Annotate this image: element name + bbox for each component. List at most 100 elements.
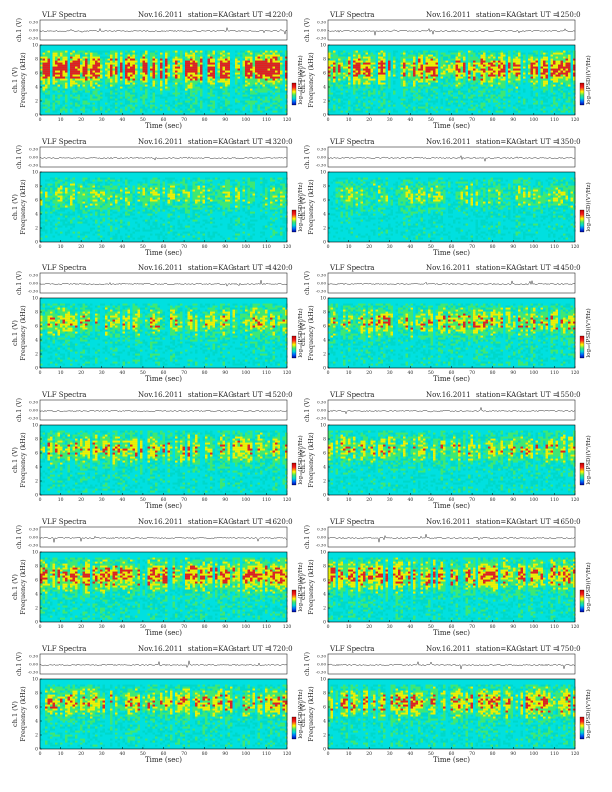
trace-axis-label: ch.1 (V): [16, 18, 23, 42]
x-tick-label: 120: [283, 624, 292, 630]
trace-frame: [327, 526, 576, 548]
y-tick-label: 4: [323, 719, 326, 725]
trace-tick-label: 0.00: [317, 155, 326, 160]
x-tick-label: 80: [490, 117, 496, 123]
x-tick-label: 40: [407, 624, 413, 630]
station-label: station=KAG: [476, 264, 522, 272]
y-tick-label: 4: [35, 85, 38, 91]
trace-axis-label: ch.1 (V): [16, 398, 23, 422]
colorbar-label: log₁₀(PSD)(V²/Hz): [297, 182, 304, 231]
y-tick-label: 8: [323, 57, 326, 63]
x-tick-label: 110: [262, 751, 271, 757]
y-tick-label: 0: [35, 113, 38, 119]
spectrogram-panel: VLF Spectra Nov.16.2011 station=KAG start U…: [11, 264, 304, 383]
x-tick-label: 70: [469, 370, 475, 376]
trace-tick-label: 0.00: [317, 281, 326, 286]
x-tick-label: 20: [366, 751, 372, 757]
x-tick-label: 100: [242, 751, 251, 757]
y-tick-label: 8: [323, 184, 326, 190]
spectrogram-cells: [40, 684, 288, 747]
y-axis-label: Frequency (kHz): [307, 52, 315, 108]
y-tick-label: 6: [323, 451, 326, 457]
x-tick-label: 30: [387, 244, 393, 250]
x-tick-label: 50: [140, 244, 146, 250]
x-tick-label: 10: [346, 244, 352, 250]
station-label: station=KAG: [188, 138, 234, 146]
x-tick-label: 90: [510, 370, 516, 376]
y-tick-label: 4: [323, 212, 326, 218]
spectrogram-panel: VLF Spectra Nov.16.2011 station=KAG start U…: [11, 138, 304, 257]
waveform-trace: [327, 406, 576, 415]
spectrogram-panel: VLF Spectra Nov.16.2011 station=KAG start U…: [11, 11, 304, 130]
colorbar-label: log₁₀(PSD)(V²/Hz): [297, 308, 304, 357]
colorbar: [579, 589, 585, 613]
channel-axis-label: ch.1 (V): [299, 194, 307, 220]
y-tick-label: 4: [323, 338, 326, 344]
trace-frame: [39, 272, 288, 294]
colorbar: [291, 209, 297, 233]
y-tick-label: 6: [323, 71, 326, 77]
channel-axis-label: ch.1 (V): [11, 320, 19, 346]
x-tick-label: 0: [39, 370, 42, 376]
x-axis-label: Time (sec): [433, 502, 470, 510]
x-tick-label: 50: [140, 117, 146, 123]
y-tick-label: 8: [35, 310, 38, 316]
spectrogram-cells: [40, 50, 288, 113]
start-ut-prefix: start UT =: [233, 518, 271, 526]
x-tick-label: 50: [140, 624, 146, 630]
x-tick-label: 90: [222, 117, 228, 123]
x-tick-label: 20: [78, 244, 84, 250]
x-tick-label: 0: [39, 117, 42, 123]
spectrogram-panel: VLF Spectra Nov.16.2011 station=KAG start U…: [299, 11, 592, 130]
x-tick-label: 20: [366, 244, 372, 250]
x-tick-label: 50: [428, 624, 434, 630]
x-tick-label: 20: [366, 370, 372, 376]
y-tick-label: 0: [35, 366, 38, 372]
start-ut-prefix: start UT =: [521, 264, 559, 272]
y-tick-label: 0: [323, 240, 326, 246]
start-ut-value: 1620:0: [268, 518, 293, 526]
y-axis-label: Frequency (kHz): [307, 686, 315, 742]
x-tick-label: 10: [58, 497, 64, 503]
colorbar: [579, 82, 585, 106]
y-tick-label: 8: [323, 310, 326, 316]
y-tick-label: 0: [35, 493, 38, 499]
x-tick-label: 80: [490, 497, 496, 503]
trace-frame: [39, 146, 288, 168]
spectrogram-panel: VLF Spectra Nov.16.2011 station=KAG start U…: [299, 264, 592, 383]
start-ut-value: 1420:0: [268, 264, 293, 272]
trace-tick-label: 0.00: [29, 535, 38, 540]
x-tick-label: 70: [181, 497, 187, 503]
colorbar: [291, 335, 297, 359]
trace-axis-label: ch.1 (V): [304, 398, 311, 422]
start-ut-value: 1350:0: [556, 138, 581, 146]
x-tick-label: 50: [428, 117, 434, 123]
x-tick-label: 60: [161, 244, 167, 250]
x-tick-label: 60: [161, 370, 167, 376]
x-tick-label: 10: [346, 751, 352, 757]
x-tick-label: 120: [283, 497, 292, 503]
x-tick-label: 70: [181, 370, 187, 376]
y-tick-label: 4: [323, 465, 326, 471]
x-tick-label: 40: [407, 370, 413, 376]
x-tick-label: 50: [428, 751, 434, 757]
trace-tick-label: 0.00: [29, 155, 38, 160]
x-tick-label: 10: [346, 497, 352, 503]
trace-tick-label: 0.30: [317, 400, 326, 405]
panel-title: VLF Spectra: [329, 138, 374, 146]
channel-axis-label: ch.1 (V): [11, 447, 19, 473]
x-tick-label: 40: [119, 751, 125, 757]
trace-axis-label: ch.1 (V): [16, 525, 23, 549]
spectrogram-cells: [40, 557, 288, 620]
spectrogram-panel: VLF Spectra Nov.16.2011 station=KAG start U…: [299, 645, 592, 764]
trace-tick-label: 0.30: [29, 527, 38, 532]
trace-tick-label: 0.30: [29, 20, 38, 25]
x-tick-label: 70: [181, 624, 187, 630]
channel-axis-label: ch.1 (V): [11, 701, 19, 727]
x-tick-label: 80: [202, 497, 208, 503]
y-tick-label: 4: [35, 592, 38, 598]
x-tick-label: 20: [78, 117, 84, 123]
start-ut-value: 1520:0: [268, 391, 293, 399]
y-tick-label: 2: [35, 226, 38, 232]
x-tick-label: 0: [39, 624, 42, 630]
